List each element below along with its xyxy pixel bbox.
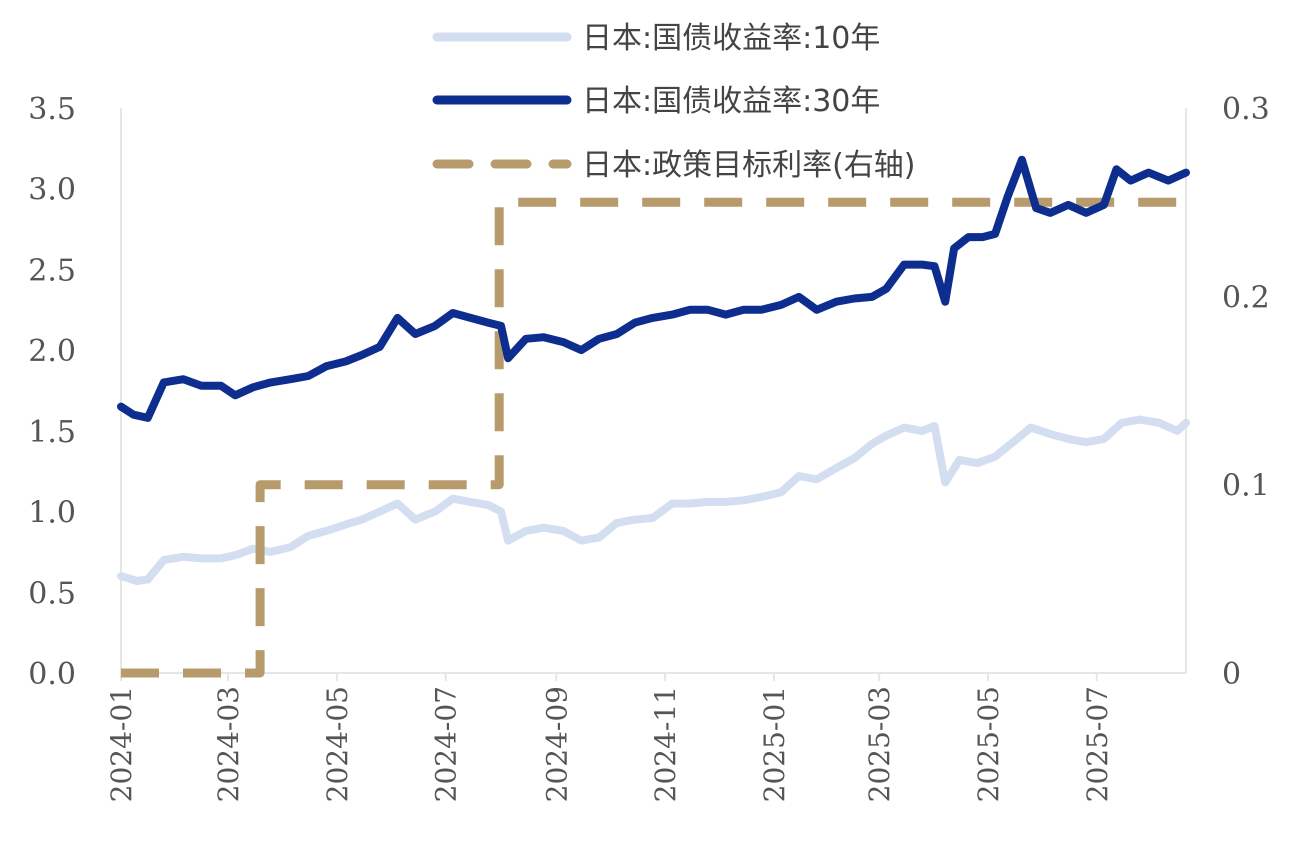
legend-item-10y: 日本:国债收益率:10年 [432,21,880,56]
x-tick-label: 2024-01 [105,686,138,802]
x-tick-label: 2024-05 [321,686,354,802]
x-tick-label: 2025-05 [972,686,1005,802]
series-line-2 [121,197,1186,678]
series-layer [117,155,1190,678]
legend-label-10y: 日本:国债收益率:10年 [582,21,880,56]
left-y-tick-label: 1.5 [28,415,76,450]
x-tick-label: 2025-07 [1081,686,1114,802]
right-y-tick-label: 0.2 [1222,280,1270,315]
left-y-tick-label: 0.5 [28,576,76,611]
series-line-1 [117,155,1190,422]
x-tick-label: 2025-01 [758,686,791,802]
legend: 日本:国债收益率:10年 日本:国债收益率:30年 日本:政策目标利率(右轴) [432,21,916,183]
left-y-tick-label: 1.0 [28,496,76,531]
left-y-tick-label: 2.0 [28,334,76,369]
right-y-tick-label: 0 [1222,657,1241,692]
x-tick-label: 2024-03 [212,686,245,802]
left-y-ticks: 0.0 0.5 1.0 1.5 2.0 2.5 3.0 3.5 [28,92,76,692]
legend-item-30y: 日本:国债收益率:30年 [432,84,880,119]
right-y-tick-label: 0.3 [1222,92,1270,127]
left-y-tick-label: 3.5 [28,92,76,127]
right-y-tick-label: 0.1 [1222,469,1270,504]
left-y-tick-label: 2.5 [28,253,76,288]
left-y-tick-label: 3.0 [28,173,76,208]
series-line-0 [117,415,1190,585]
x-tick-label: 2024-09 [540,686,573,802]
x-tick-label: 2024-11 [649,686,682,802]
x-tick-label: 2025-03 [863,686,896,802]
legend-label-30y: 日本:国债收益率:30年 [582,84,880,119]
x-ticks: 2024-01 2024-03 2024-05 2024-07 2024-09 2024-… [105,673,1114,802]
legend-label-policy-rate: 日本:政策目标利率(右轴) [582,148,916,183]
legend-item-policy-rate: 日本:政策目标利率(右轴) [432,148,916,183]
left-y-tick-label: 0.0 [28,657,76,692]
x-tick-label: 2024-07 [430,686,463,802]
axes-layer [120,108,1187,674]
right-y-ticks: 0 0.1 0.2 0.3 [1222,92,1270,692]
